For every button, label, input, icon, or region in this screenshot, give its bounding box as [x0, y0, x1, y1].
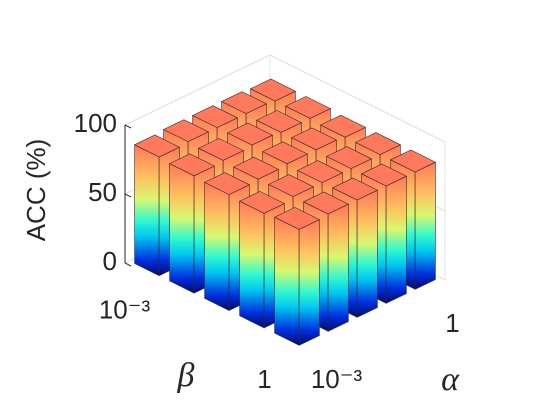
bar-top-face [226, 122, 274, 146]
bar-left-face [239, 200, 265, 329]
bar-top-face [168, 153, 216, 177]
bar-top-face [296, 160, 344, 183]
z-tick-label: 100 [74, 108, 117, 138]
bar-top-face [325, 146, 373, 169]
bar-top-face [162, 119, 210, 142]
z-axis-label: ACC (%) [21, 139, 51, 242]
bar-right-face [327, 203, 349, 332]
bar-top-face [273, 207, 321, 230]
bar-top-face [191, 105, 239, 128]
bar-top-face [354, 132, 402, 155]
bar-top-face [319, 114, 367, 138]
bar-top-face [220, 91, 268, 114]
bar-top-face [232, 156, 280, 180]
bar-top-face [389, 149, 437, 173]
bar-top-face [255, 110, 303, 133]
bar-top-face [360, 163, 408, 187]
bar-left-face [134, 144, 160, 277]
x-tick-label: 10⁻³ [311, 364, 363, 394]
bar-top-face [238, 191, 286, 214]
bar-top-face [267, 174, 315, 197]
bar-top-face [284, 96, 332, 119]
y-tick-label: 1 [257, 364, 271, 394]
bar-right-face [385, 175, 407, 304]
bar-top-face [261, 141, 309, 165]
bar-left-face [169, 163, 195, 294]
bar-top-face [290, 127, 338, 151]
x-axis-label: α [441, 361, 460, 398]
z-tick-label: 0 [103, 246, 117, 276]
bar-left-face [274, 216, 300, 346]
bar-top-face [249, 78, 297, 102]
bar-top-face [203, 172, 251, 195]
bar-top-face [133, 134, 181, 158]
bar-left-face [204, 181, 230, 311]
bar-top-face [302, 191, 350, 215]
y-axis-label: β [177, 357, 195, 394]
bar-top-face [197, 138, 245, 161]
bar-right-face [414, 161, 436, 290]
z-tick [124, 262, 132, 267]
z-tick [124, 193, 132, 198]
bar-right-face [356, 189, 378, 318]
grid-line [124, 54, 446, 143]
z-tick [124, 124, 132, 129]
bar-top-face [331, 177, 379, 201]
bar-right-face [298, 219, 320, 346]
z-tick-label: 50 [88, 177, 117, 207]
y-tick-label: 10⁻³ [99, 295, 151, 325]
x-tick-label: 1 [445, 308, 459, 338]
bar [273, 207, 321, 346]
